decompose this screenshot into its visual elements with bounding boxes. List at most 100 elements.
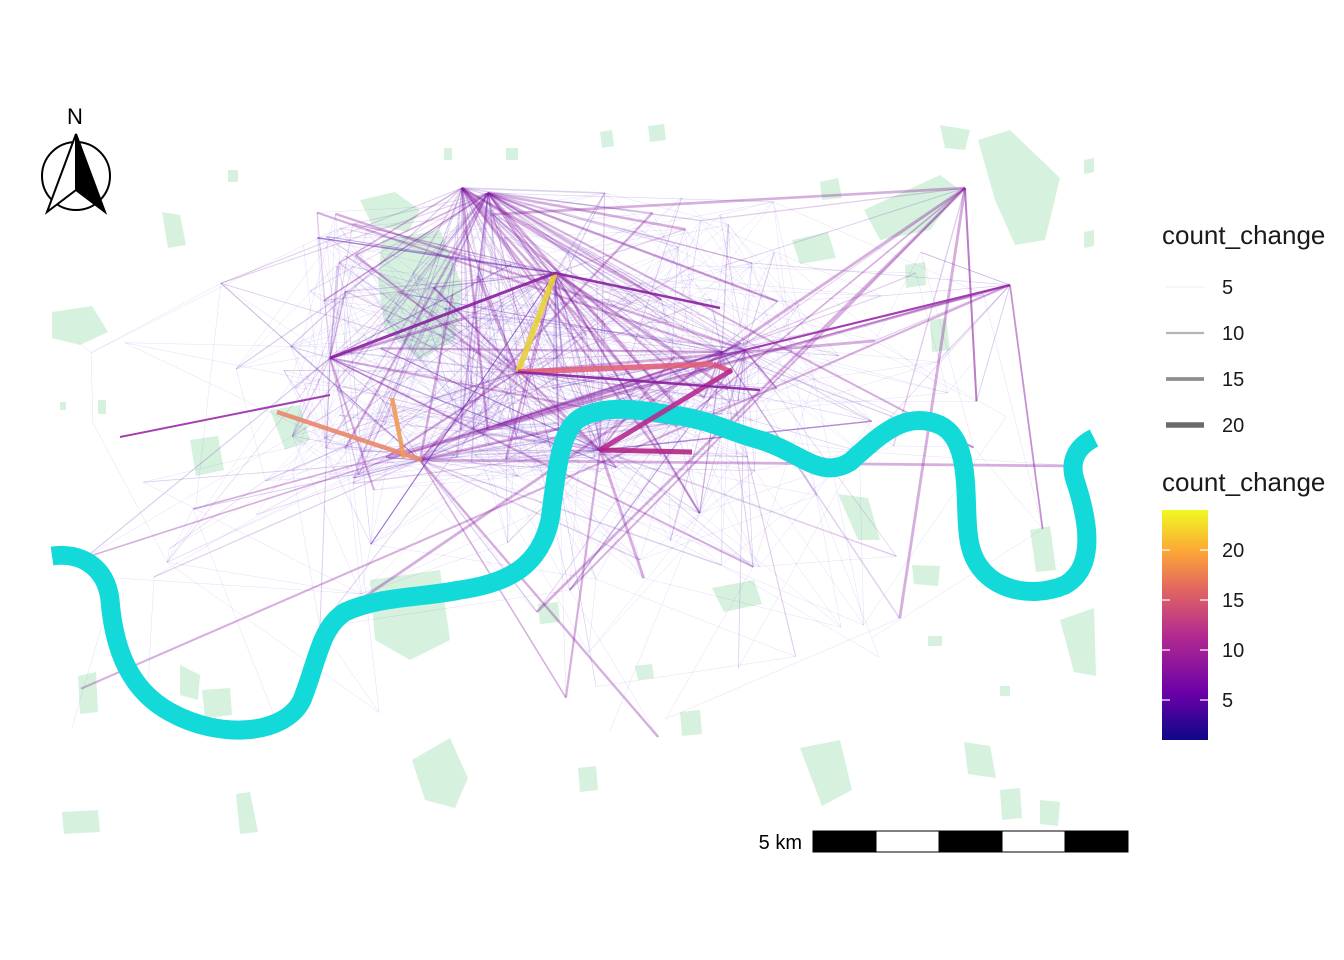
flow-line (317, 237, 556, 274)
flow-line (554, 228, 686, 274)
flow-line (236, 333, 446, 369)
flow-line (367, 229, 605, 325)
flow-line (328, 454, 475, 475)
flow-line (357, 287, 434, 464)
flow-line (329, 357, 484, 436)
flow-line (702, 351, 723, 399)
strong-flow-line (517, 370, 761, 392)
flow-line (515, 272, 556, 437)
park-area (1000, 686, 1010, 696)
park-area (444, 148, 452, 160)
flow-line (438, 323, 541, 472)
flow-line (290, 237, 505, 347)
flow-line (255, 386, 345, 515)
flow-line (336, 389, 518, 477)
flow-line (505, 371, 519, 460)
flow-line (600, 299, 610, 331)
flow-line (744, 349, 839, 357)
flow-line (348, 192, 489, 353)
flow-line (345, 291, 490, 445)
flow-line (373, 467, 617, 491)
flow-line (339, 262, 434, 288)
flow-line (469, 246, 679, 402)
flow-line (419, 424, 498, 461)
flow-line (338, 187, 463, 264)
flow-line (487, 215, 494, 322)
park-area (52, 306, 108, 345)
flow-line (603, 454, 748, 458)
flow-line (973, 447, 1043, 529)
flow-line (721, 351, 797, 657)
flow-line (599, 229, 686, 473)
flow-line (564, 368, 697, 373)
scale-segment (938, 830, 1003, 853)
flow-line (463, 318, 507, 426)
flow-line (693, 382, 872, 422)
flow-line (336, 292, 399, 390)
flow-line (419, 459, 660, 738)
flow-line (791, 350, 948, 394)
flow-line (464, 212, 653, 231)
flow-line (487, 191, 778, 303)
flow-line (700, 220, 793, 352)
flow-line (920, 251, 1011, 286)
flow-line (460, 271, 616, 431)
flow-line (361, 542, 508, 595)
flow-line (464, 230, 519, 373)
flow-line (357, 463, 359, 475)
flow-line (568, 251, 597, 278)
flow-line (635, 386, 860, 452)
flow-line (255, 459, 421, 516)
flow-line (744, 349, 897, 557)
flow-line (497, 425, 541, 472)
flow-line (317, 237, 556, 274)
flow-line (461, 186, 569, 254)
flow-line (456, 454, 604, 458)
flow-line (515, 272, 556, 437)
flow-line (737, 350, 793, 402)
flow-line (631, 262, 753, 286)
park-area (838, 494, 880, 540)
park-area (600, 130, 614, 148)
flow-line (370, 272, 556, 545)
flow-line (439, 323, 560, 473)
flow-line (386, 320, 507, 460)
flow-line (329, 223, 354, 359)
flow-line (360, 544, 372, 594)
flow-line (473, 283, 642, 431)
flow-line (352, 187, 463, 484)
flow-line (892, 187, 966, 447)
flow-line (370, 437, 539, 545)
flow-line (340, 215, 494, 229)
flow-line (461, 187, 662, 301)
width-legend-label: 10 (1222, 323, 1244, 345)
flow-line (380, 347, 723, 354)
flow-line (641, 197, 682, 284)
flow-line (353, 187, 463, 479)
flow-line (615, 402, 730, 468)
flow-line (336, 266, 488, 431)
flow-line (553, 356, 675, 389)
flow-line (600, 246, 679, 331)
flow-line (433, 287, 489, 322)
flow-line (1009, 284, 1044, 529)
flow-line (329, 357, 566, 400)
flow-line (719, 201, 774, 216)
flow-line (317, 202, 500, 213)
strong-flow-line (554, 271, 721, 310)
flow-line (309, 192, 489, 292)
flow-line (370, 400, 470, 545)
width-legend-title: count_change (1162, 220, 1325, 250)
flow-line (596, 197, 682, 278)
strong-flows (119, 271, 1011, 463)
flow-line (348, 351, 470, 402)
flow-line (691, 392, 948, 418)
flow-line (384, 187, 463, 426)
flow-line (370, 489, 375, 545)
strong-flow-line (599, 447, 693, 455)
flow-line (604, 192, 679, 248)
flow-line (317, 237, 470, 402)
flow-line (329, 357, 375, 491)
flow-line (380, 302, 503, 349)
flow-line (386, 187, 463, 321)
